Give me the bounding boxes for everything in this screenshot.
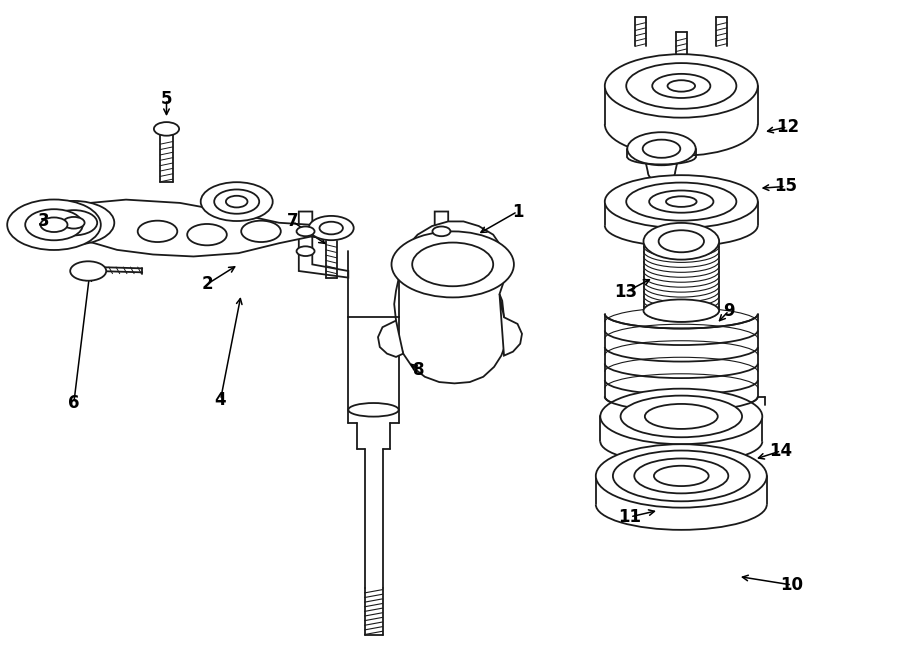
Ellipse shape (659, 230, 704, 253)
Ellipse shape (634, 459, 728, 493)
Text: 5: 5 (161, 90, 172, 108)
Ellipse shape (50, 210, 97, 235)
Text: 4: 4 (215, 391, 226, 409)
Text: 11: 11 (618, 508, 642, 526)
Ellipse shape (596, 444, 767, 508)
Text: 6: 6 (68, 394, 79, 412)
Ellipse shape (7, 200, 101, 250)
Text: 15: 15 (774, 177, 797, 196)
Ellipse shape (70, 261, 106, 281)
Ellipse shape (40, 217, 68, 232)
Ellipse shape (621, 395, 742, 438)
Ellipse shape (600, 389, 762, 444)
Ellipse shape (627, 132, 696, 165)
Polygon shape (399, 212, 448, 278)
Ellipse shape (626, 63, 736, 109)
Text: 7: 7 (287, 212, 298, 231)
Text: 13: 13 (614, 283, 637, 301)
Ellipse shape (613, 451, 750, 501)
Ellipse shape (241, 221, 281, 242)
Ellipse shape (154, 122, 179, 136)
Polygon shape (500, 294, 522, 356)
Ellipse shape (226, 196, 248, 208)
Text: 2: 2 (202, 275, 212, 293)
Text: 8: 8 (413, 361, 424, 379)
Ellipse shape (214, 190, 259, 214)
Ellipse shape (666, 196, 697, 207)
Ellipse shape (626, 182, 736, 221)
Ellipse shape (654, 466, 708, 486)
Ellipse shape (296, 227, 314, 236)
Ellipse shape (605, 54, 758, 118)
Polygon shape (76, 200, 337, 256)
Ellipse shape (432, 227, 450, 236)
Ellipse shape (432, 247, 450, 256)
Ellipse shape (649, 190, 714, 213)
Polygon shape (378, 321, 403, 357)
Ellipse shape (187, 224, 227, 245)
Ellipse shape (296, 247, 314, 256)
Text: 10: 10 (780, 576, 804, 594)
Ellipse shape (392, 231, 514, 297)
Ellipse shape (25, 209, 83, 241)
Ellipse shape (644, 404, 718, 429)
Text: 14: 14 (770, 442, 793, 460)
Ellipse shape (138, 221, 177, 242)
Ellipse shape (412, 243, 493, 286)
Text: 3: 3 (38, 212, 49, 231)
Ellipse shape (348, 403, 399, 416)
Polygon shape (299, 212, 348, 278)
Ellipse shape (320, 221, 343, 235)
Ellipse shape (643, 139, 680, 158)
Text: 1: 1 (512, 202, 523, 221)
Ellipse shape (652, 74, 710, 98)
Ellipse shape (309, 216, 354, 240)
Text: 12: 12 (776, 118, 799, 136)
Ellipse shape (63, 217, 85, 229)
Text: 9: 9 (724, 301, 734, 320)
Ellipse shape (605, 175, 758, 228)
Ellipse shape (644, 299, 719, 322)
Ellipse shape (668, 80, 695, 92)
Polygon shape (394, 221, 507, 383)
Ellipse shape (33, 201, 114, 245)
Ellipse shape (644, 223, 719, 260)
Ellipse shape (201, 182, 273, 221)
